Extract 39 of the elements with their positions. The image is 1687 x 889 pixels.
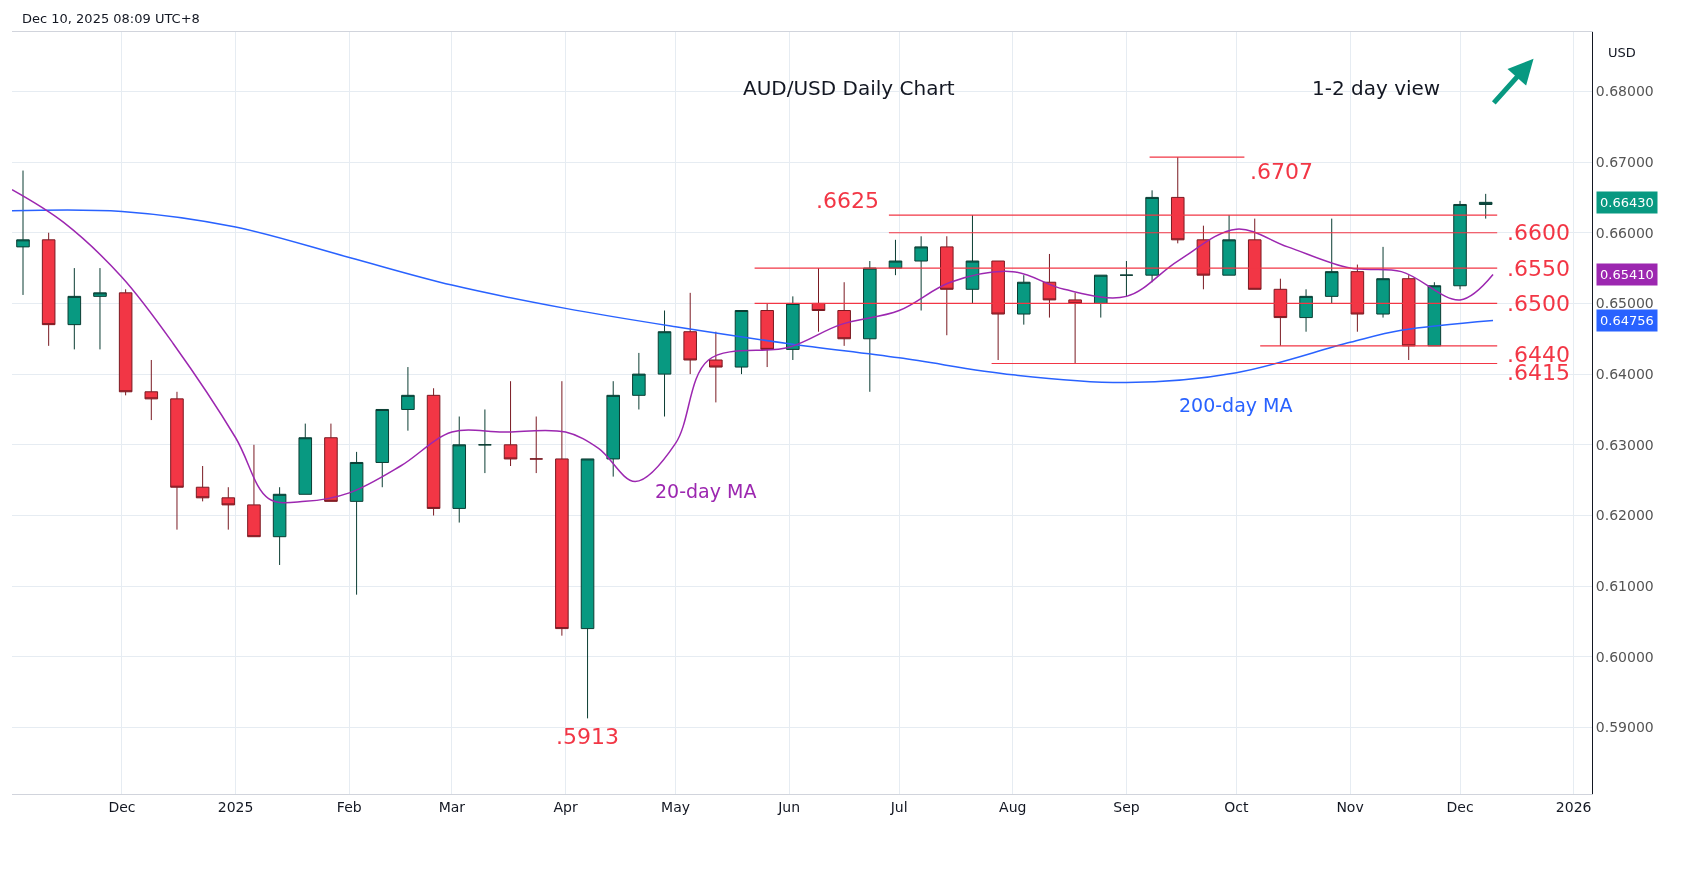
x-tick-label: Feb (336, 798, 362, 815)
x-tick-label: Nov (1336, 798, 1364, 815)
y-tick-label: 0.63000 (1595, 436, 1654, 453)
ref-line-label: .6550 (1507, 256, 1570, 281)
series-label: 200-day MA (1179, 394, 1293, 416)
text: Dec 10, 2025 08:09 UTC+8 (22, 11, 200, 26)
x-tick-label: Dec (108, 798, 136, 815)
y-tick-label: 0.59000 (1595, 719, 1654, 736)
x-tick-label: Sep (1113, 798, 1140, 815)
x-tick-label: Jul (889, 798, 908, 815)
ref-line-label: .6500 (1507, 291, 1570, 316)
y-tick-label: 0.62000 (1595, 507, 1654, 524)
x-tick-label: May (661, 798, 691, 815)
x-tick-label: Dec (1446, 798, 1474, 815)
y-tick-label: 0.64000 (1595, 366, 1654, 383)
text: AUD/USD Daily Chart (743, 76, 955, 100)
y-tick-label: 0.67000 (1595, 153, 1654, 170)
text: 0.66430 (1600, 195, 1654, 210)
x-tick-label: Mar (438, 798, 466, 815)
text: 0.64756 (1600, 313, 1654, 328)
x-tick-label: 2025 (217, 798, 254, 815)
ref-line-label: .6707 (1250, 159, 1313, 184)
y-tick-label: 0.68000 (1595, 83, 1654, 100)
x-tick-label: Aug (999, 798, 1027, 815)
ref-line-label: .6625 (816, 188, 879, 213)
series-label: 20-day MA (655, 480, 757, 502)
x-tick-label: Oct (1224, 798, 1250, 815)
y-tick-label: 0.65000 (1595, 295, 1654, 312)
annotation: .5913 (556, 724, 619, 749)
y-tick-label: 0.61000 (1595, 578, 1654, 595)
y-axis-title: USD (1608, 45, 1636, 60)
y-tick-label: 0.66000 (1595, 224, 1654, 241)
ref-line-label: .6600 (1507, 220, 1570, 245)
x-tick-label: Apr (553, 798, 578, 815)
x-tick-label: 2026 (1555, 798, 1592, 815)
text: 0.65410 (1600, 267, 1654, 282)
x-tick-label: Jun (777, 798, 801, 815)
annotation: 1-2 day view (1312, 76, 1441, 100)
y-tick-label: 0.60000 (1595, 648, 1654, 665)
